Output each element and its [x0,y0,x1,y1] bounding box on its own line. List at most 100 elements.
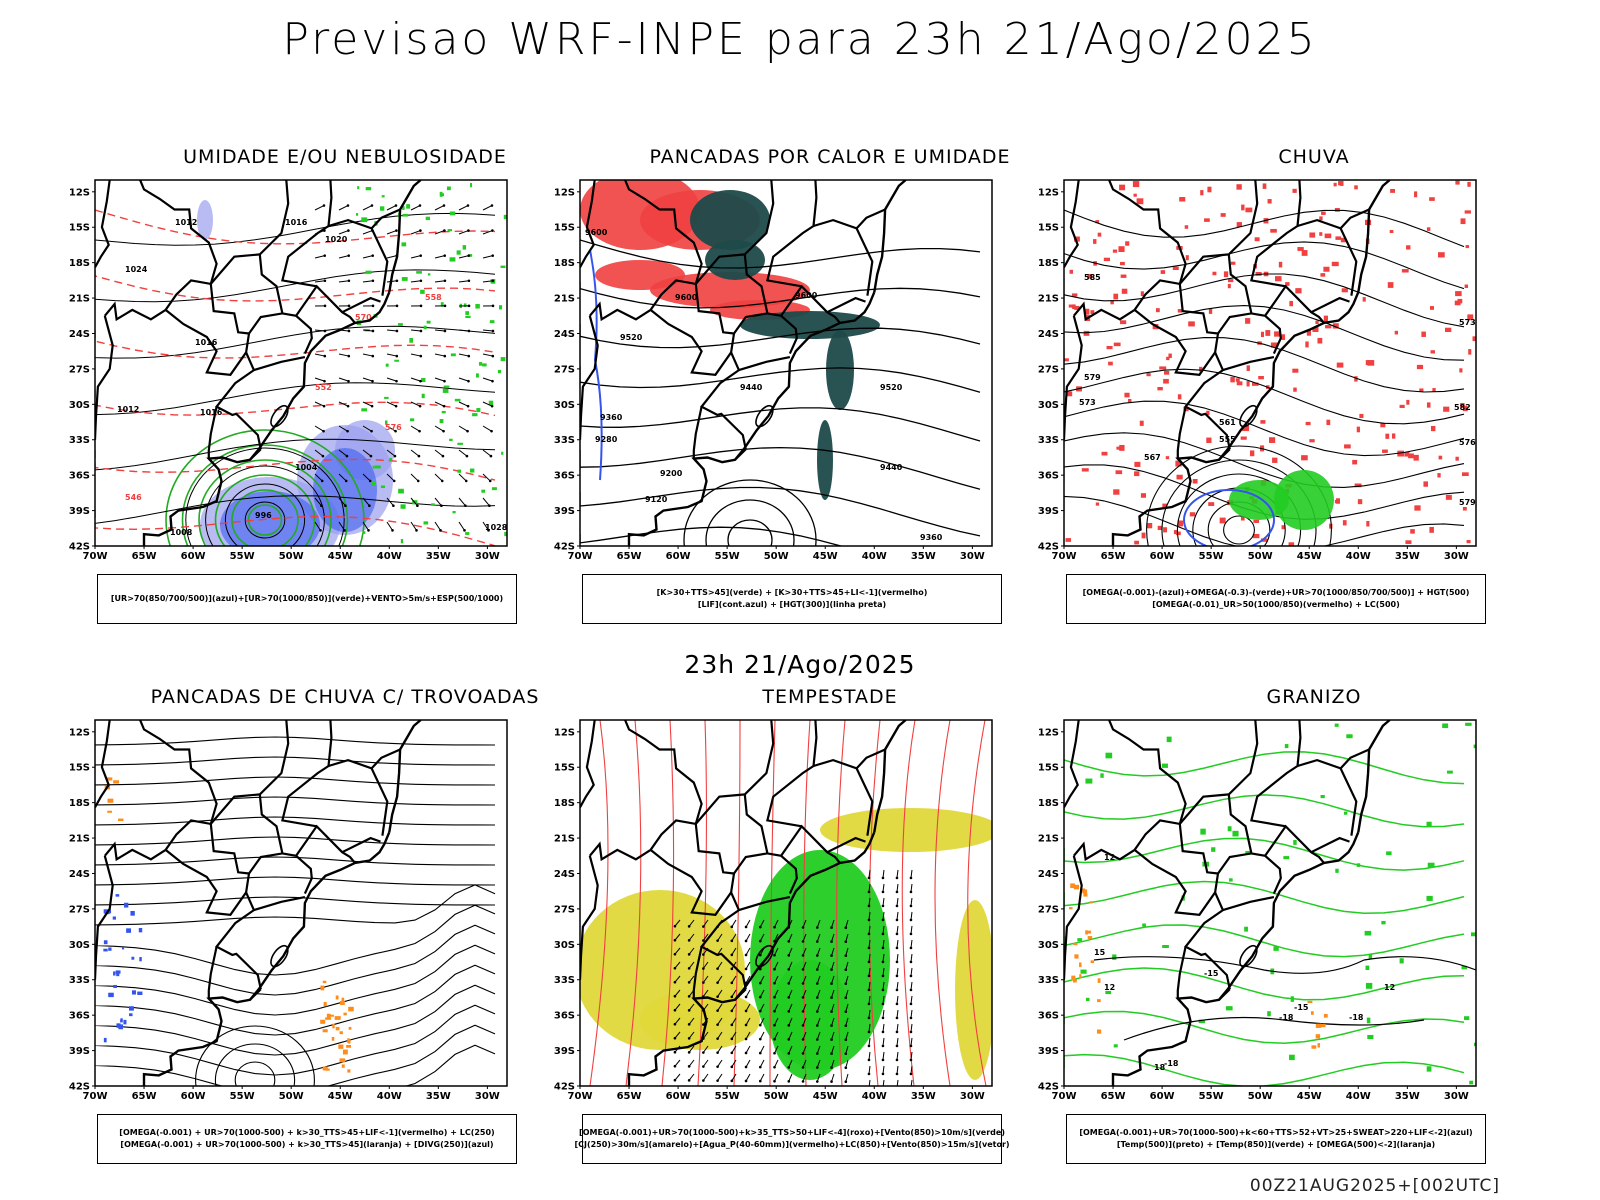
wind-vector [434,255,445,259]
wind-vector-head [895,1058,899,1062]
shaded-cell [1065,538,1072,542]
shaded-cell [400,539,404,544]
wind-vector [802,1059,807,1068]
lon-label: 60W [666,551,691,562]
wind-vector [774,947,779,956]
lon-label: 55W [715,1091,740,1102]
shaded-cell [384,420,388,425]
shaded-cell [348,1038,351,1044]
shaded-cell [1240,436,1247,440]
shaded-cell [1429,526,1434,533]
wind-vector-head [491,354,495,358]
wind-vector [674,947,681,955]
wind-vector-head [868,1087,871,1090]
shaded-cell [1236,222,1242,228]
shaded-cell [463,303,467,307]
shaded-cell [375,465,381,469]
wind-vector-head [881,946,885,950]
shaded-cell [384,396,389,399]
border-line [1064,720,1080,808]
lon-label: 40W [1346,1091,1371,1102]
wind-vector-head [744,925,748,929]
wind-vector-head [844,1066,848,1069]
contour-label: 552 [315,383,332,392]
contour-label: 12 [1384,983,1395,992]
contour-label: 546 [125,493,142,502]
shaded-cell [1382,449,1388,453]
border-line [588,180,703,322]
lat-label: 24S [554,869,575,880]
lon-label: 70W [568,551,593,562]
contour-line [1064,337,1465,393]
contour-label: 576 [1459,438,1476,447]
shaded-cell [1333,182,1337,187]
wind-vector [314,280,325,283]
shaded-cell [1208,502,1215,506]
wind-vector-head [687,981,691,984]
shaded-cell [342,1049,348,1055]
lon-label: 70W [1052,1091,1077,1102]
wind-vector-head [844,996,848,999]
wind-vector-head [464,479,468,483]
shaded-cell [325,1017,332,1020]
lat-label: 33S [1038,435,1059,446]
contour-ring [705,499,795,546]
shaded-cell [116,972,120,977]
wind-vector [314,521,321,531]
valid-time-title: 23h 21/Ago/2025 [684,650,916,679]
wind-vector-head [909,876,913,880]
wind-vector-head [815,954,819,957]
wind-vector [831,975,835,984]
wind-vector [774,975,779,984]
border-line [1250,180,1302,288]
lat-label: 18S [69,258,90,269]
wind-vector-head [895,932,899,936]
lon-label: 30W [960,1091,985,1102]
lat-label: 33S [69,975,90,986]
wind-vector [731,1017,737,1026]
wind-vector-head [322,204,326,207]
shaded-cell [362,531,366,534]
lat-label: 15S [69,223,90,234]
wind-vector-head [463,529,466,532]
shaded-area [770,960,850,1080]
border-line [341,296,381,314]
wind-vector-head [467,279,471,283]
wind-vector-head [442,429,445,433]
shaded-cell [1168,353,1172,359]
border-line [734,988,747,1001]
lat-label: 36S [1038,471,1059,482]
shaded-cell [1074,954,1079,959]
shaded-cell [1437,473,1441,478]
border-line [328,218,389,296]
border-line [1217,794,1253,875]
wind-vector [731,919,737,928]
shaded-cell [1235,378,1240,382]
lat-label: 42S [69,1082,90,1093]
wind-vector [882,1009,885,1018]
shaded-cell [1340,237,1347,243]
shaded-cell [1381,920,1386,925]
shaded-cell [1252,533,1260,539]
wind-vector [868,897,871,906]
wind-vector-head [730,995,734,999]
shaded-cell [103,948,108,952]
shaded-cell [1290,996,1294,1002]
shaded-cell [1338,181,1343,186]
lat-label: 39S [554,506,575,517]
wind-vector [831,1059,835,1068]
lon-label: 65W [617,1091,642,1102]
shaded-cell [1113,1044,1118,1048]
wind-vector-head [844,1052,848,1055]
border-line [699,891,747,990]
wind-vector [314,205,325,211]
wind-vector [745,1003,751,1012]
border-line [1339,208,1370,230]
shaded-cell [1335,236,1342,240]
shaded-cell [1258,376,1264,380]
wind-vector-head [881,918,885,922]
wind-vector-head [881,890,885,894]
shaded-area [690,190,770,250]
